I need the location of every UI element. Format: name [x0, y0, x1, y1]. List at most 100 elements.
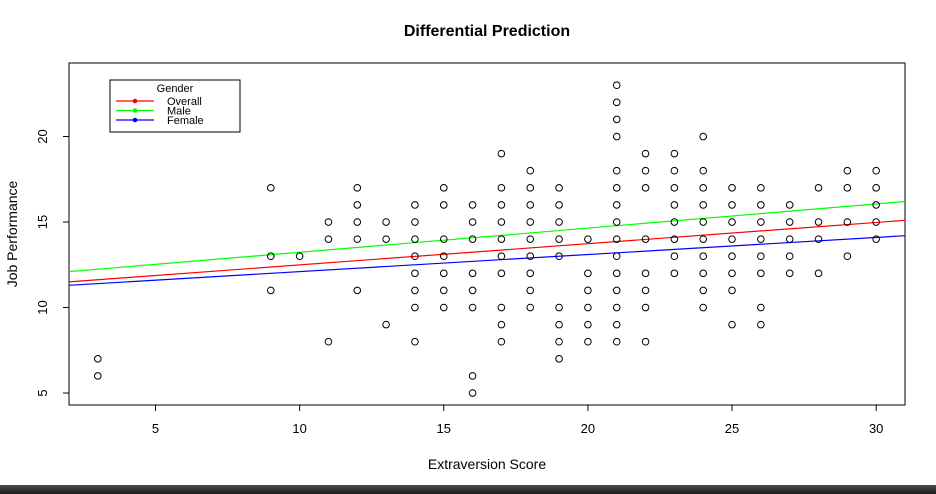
- data-point: [526, 303, 535, 312]
- x-tick-label: 30: [869, 421, 883, 436]
- data-point: [670, 235, 679, 243]
- data-point: [468, 235, 477, 243]
- data-point: [411, 269, 419, 278]
- data-point: [670, 166, 679, 175]
- data-point: [814, 269, 823, 278]
- data-point: [728, 235, 736, 243]
- data-point: [382, 320, 390, 329]
- data-point: [497, 235, 506, 243]
- data-point: [670, 184, 679, 192]
- data-point: [641, 166, 650, 175]
- data-point: [872, 184, 880, 192]
- data-point: [699, 269, 708, 278]
- x-axis-label: Extraversion Score: [428, 456, 546, 472]
- y-tick-label: 15: [35, 215, 50, 229]
- data-point: [641, 235, 650, 243]
- data-point: [497, 149, 506, 158]
- data-point: [843, 184, 852, 192]
- data-point: [382, 235, 390, 243]
- data-point: [353, 218, 362, 226]
- data-point: [526, 184, 535, 192]
- data-point: [699, 201, 708, 209]
- data-point: [266, 252, 275, 261]
- data-point: [728, 269, 736, 278]
- data-point: [641, 149, 650, 158]
- data-point: [555, 320, 563, 329]
- fit-line-female: [68, 235, 906, 286]
- data-point: [526, 286, 535, 295]
- data-point: [872, 218, 880, 226]
- data-point: [266, 286, 275, 295]
- data-point: [468, 218, 477, 226]
- data-point: [843, 166, 852, 175]
- legend-entry-female: Female: [116, 115, 204, 127]
- data-point: [555, 201, 563, 209]
- data-point: [94, 372, 102, 380]
- data-point: [612, 115, 621, 124]
- legend-label: Male: [167, 106, 191, 118]
- legend-marker: [132, 98, 138, 104]
- data-point: [757, 269, 765, 278]
- data-point: [439, 201, 448, 209]
- data-point: [785, 269, 794, 278]
- data-point: [94, 355, 102, 363]
- data-point: [612, 132, 621, 141]
- fit-line-overall: [68, 219, 906, 283]
- data-point: [526, 235, 535, 243]
- data-point: [699, 132, 708, 141]
- plot-frame: [68, 62, 906, 406]
- data-point: [612, 235, 621, 243]
- data-point: [728, 320, 736, 329]
- window-bottom-edge: [0, 485, 936, 494]
- data-point: [497, 201, 506, 209]
- data-point: [612, 320, 621, 329]
- data-point: [757, 303, 765, 312]
- x-tick-label: 20: [581, 421, 595, 436]
- data-point: [699, 184, 708, 192]
- data-point: [641, 337, 650, 346]
- data-point: [324, 337, 333, 346]
- data-point: [497, 337, 506, 346]
- data-point: [814, 218, 823, 226]
- data-point: [670, 201, 679, 209]
- data-point: [612, 286, 621, 295]
- data-point: [497, 252, 506, 261]
- data-point: [641, 184, 650, 192]
- data-point: [670, 269, 679, 278]
- y-axis-label: Job Performance: [4, 180, 20, 287]
- data-point: [670, 149, 679, 158]
- data-point: [584, 320, 592, 329]
- x-tick-label: 15: [437, 421, 451, 436]
- data-point: [295, 252, 304, 261]
- legend-title: Gender: [157, 83, 194, 95]
- data-point: [324, 218, 333, 226]
- data-point: [411, 218, 419, 226]
- data-point: [757, 201, 765, 209]
- chart-title: Differential Prediction: [404, 23, 570, 40]
- data-point: [728, 218, 736, 226]
- data-point: [728, 184, 736, 192]
- data-point: [612, 201, 621, 209]
- y-tick-label: 10: [35, 300, 50, 314]
- data-point: [757, 218, 765, 226]
- data-point: [843, 218, 852, 226]
- data-point: [555, 252, 563, 261]
- data-point: [439, 269, 448, 278]
- data-point: [785, 235, 794, 243]
- data-point: [699, 303, 708, 312]
- data-point: [266, 184, 275, 192]
- data-point: [670, 252, 679, 261]
- data-point: [728, 201, 736, 209]
- legend-label: Overall: [167, 96, 202, 108]
- data-point: [612, 303, 621, 312]
- data-point: [843, 252, 852, 261]
- legend-marker: [132, 108, 138, 113]
- data-point: [555, 303, 563, 312]
- data-point: [526, 166, 535, 175]
- data-point: [468, 269, 477, 278]
- data-point: [439, 235, 448, 243]
- data-point: [353, 184, 362, 192]
- data-point: [555, 337, 563, 346]
- data-point: [728, 286, 736, 295]
- data-point: [439, 184, 448, 192]
